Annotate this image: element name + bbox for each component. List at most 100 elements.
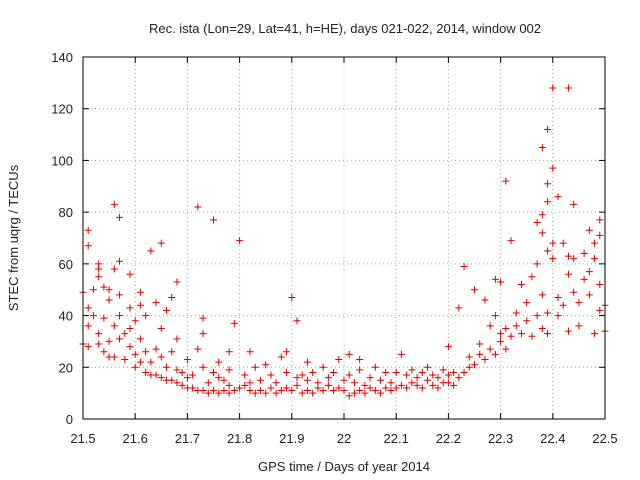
data-point <box>225 366 233 374</box>
data-point <box>246 387 254 395</box>
data-point <box>564 252 572 260</box>
data-point <box>596 281 604 289</box>
data-point <box>215 389 223 397</box>
data-point <box>199 330 207 338</box>
data-point <box>95 340 103 348</box>
data-point <box>303 387 311 395</box>
data-point <box>538 291 546 299</box>
data-point <box>84 242 92 250</box>
data-point <box>303 358 311 366</box>
x-tick-label: 21.9 <box>279 431 304 446</box>
data-point <box>434 384 442 392</box>
data-point <box>293 381 301 389</box>
data-point <box>121 330 129 338</box>
data-point <box>262 361 270 369</box>
x-tick-label: 22 <box>337 431 351 446</box>
data-point <box>424 376 432 384</box>
data-point <box>126 270 134 278</box>
data-point <box>507 332 515 340</box>
data-point <box>173 366 181 374</box>
data-point <box>105 337 113 345</box>
data-point <box>293 374 301 382</box>
data-point <box>210 216 217 224</box>
data-point <box>283 348 291 356</box>
axis-ticks: 21.5 21.6 21.7 21.8 21.9 22 22.1 22.2 22.3 22.4 22… <box>51 50 617 446</box>
data-point <box>585 291 593 299</box>
data-point <box>152 371 160 379</box>
data-point <box>371 363 379 371</box>
data-point <box>246 348 254 356</box>
data-point <box>444 371 452 379</box>
data-point <box>377 376 385 384</box>
data-point <box>497 337 505 345</box>
data-point <box>340 376 348 384</box>
data-point <box>303 376 311 384</box>
data-point <box>502 177 510 185</box>
data-point <box>256 387 264 395</box>
data-point <box>497 330 505 338</box>
data-point <box>95 330 103 338</box>
data-point <box>580 250 588 258</box>
data-point <box>471 361 478 369</box>
data-point <box>575 322 583 330</box>
data-point <box>392 368 400 376</box>
data-point <box>267 384 275 392</box>
data-point <box>89 312 97 320</box>
data-point <box>335 356 343 364</box>
y-axis-label: STEC from uqrg / TECUs <box>6 164 21 311</box>
data-point <box>533 260 541 268</box>
data-point <box>403 384 411 392</box>
data-point <box>89 286 97 294</box>
data-point <box>262 389 270 397</box>
data-point <box>189 371 197 379</box>
data-point <box>126 304 134 312</box>
data-point <box>554 193 562 201</box>
data-point <box>549 239 557 247</box>
data-point <box>157 239 165 247</box>
data-point <box>126 325 134 332</box>
data-point <box>189 384 197 392</box>
data-point <box>596 216 604 224</box>
data-point <box>544 198 552 206</box>
data-point <box>564 270 572 278</box>
data-point <box>544 330 552 338</box>
data-point <box>544 247 552 255</box>
data-point <box>173 278 181 286</box>
data-point <box>455 304 463 312</box>
data-point <box>136 301 144 309</box>
x-tick-label: 21.6 <box>123 431 148 446</box>
data-point <box>382 368 390 376</box>
data-point <box>345 371 353 379</box>
data-point <box>277 387 285 395</box>
data-point <box>549 255 557 263</box>
data-point <box>517 281 525 289</box>
grid-lines <box>83 57 605 419</box>
data-point <box>100 314 108 322</box>
data-point <box>596 231 604 239</box>
data-point <box>309 389 317 397</box>
data-point <box>157 374 165 382</box>
data-point <box>173 379 181 387</box>
data-point <box>366 384 374 392</box>
data-point <box>168 293 176 301</box>
data-point <box>387 387 395 395</box>
data-point <box>570 288 578 296</box>
data-point <box>157 353 165 361</box>
data-point <box>236 237 244 245</box>
data-point <box>450 381 458 389</box>
data-point <box>121 356 129 364</box>
data-point <box>549 164 557 172</box>
data-point <box>564 84 572 92</box>
data-point <box>267 371 275 379</box>
data-point <box>418 384 426 392</box>
data-point <box>549 84 557 92</box>
data-point <box>387 379 395 387</box>
data-point <box>507 237 515 245</box>
data-point <box>142 312 150 320</box>
data-point <box>585 226 593 234</box>
x-tick-label: 22.2 <box>436 431 461 446</box>
data-point <box>408 366 416 374</box>
data-point <box>481 356 489 364</box>
data-point <box>591 239 599 247</box>
data-point <box>110 265 118 273</box>
